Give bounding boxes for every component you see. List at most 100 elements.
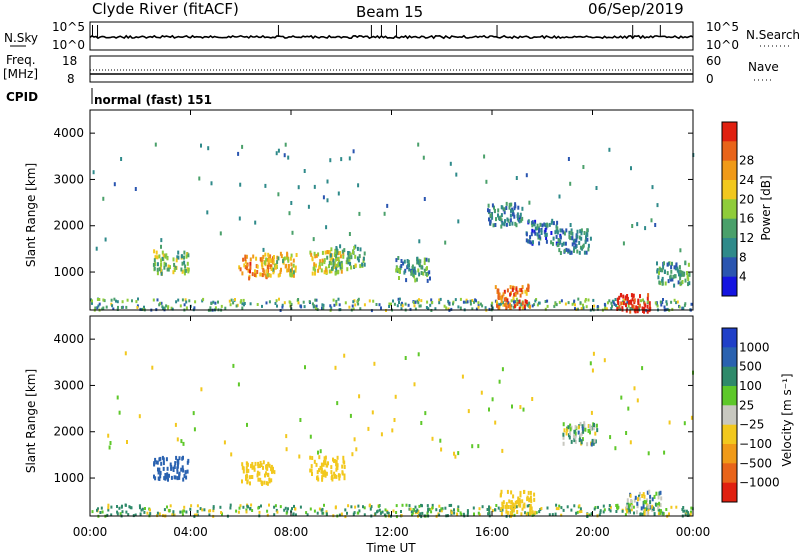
scatter-cell bbox=[684, 278, 687, 283]
scatter-cell bbox=[318, 507, 321, 511]
scatter-cell bbox=[678, 272, 680, 277]
scatter-cell bbox=[505, 302, 508, 307]
scatter-cell bbox=[283, 508, 286, 512]
scatter-cell bbox=[544, 307, 547, 311]
scatter-cell bbox=[681, 280, 684, 284]
scatter-cell bbox=[330, 261, 333, 266]
scatter-cell bbox=[168, 509, 171, 513]
scatter-cell bbox=[143, 305, 145, 309]
scatter-cell bbox=[417, 268, 420, 273]
scatter-cell bbox=[317, 450, 319, 455]
scatter-cell bbox=[585, 232, 588, 237]
scatter-cell bbox=[582, 306, 585, 310]
scatter-cell bbox=[322, 472, 325, 477]
scatter-cell bbox=[531, 228, 534, 233]
scatter-cell bbox=[431, 506, 434, 510]
scatter-cell bbox=[155, 250, 158, 255]
scatter-cell bbox=[687, 262, 690, 267]
scatter-cell bbox=[582, 244, 584, 249]
scatter-cell bbox=[154, 262, 157, 267]
scatter-cell bbox=[120, 157, 123, 161]
scatter-cell bbox=[514, 505, 517, 510]
scatter-cell bbox=[530, 506, 533, 511]
scatter-cell bbox=[576, 234, 579, 239]
scatter-cell bbox=[603, 302, 606, 306]
x-tick-label: 20:00 bbox=[575, 525, 610, 539]
scatter-cell bbox=[562, 241, 565, 246]
scatter-cell bbox=[448, 301, 451, 305]
scatter-cell bbox=[587, 298, 590, 302]
scatter-cell bbox=[669, 274, 672, 279]
scatter-cell bbox=[413, 382, 416, 387]
scatter-cell bbox=[286, 255, 289, 260]
scatter-cell bbox=[284, 142, 287, 147]
cpid-value: normal (fast) 151 bbox=[94, 93, 212, 107]
colorbar-frame bbox=[721, 327, 738, 503]
scatter-cell bbox=[657, 495, 660, 500]
scatter-cell bbox=[431, 436, 434, 441]
scatter-cell bbox=[417, 259, 420, 264]
scatter-cell bbox=[643, 513, 646, 516]
scatter-cell bbox=[408, 507, 411, 511]
scatter-cell bbox=[642, 492, 645, 497]
scatter-cell bbox=[355, 447, 358, 452]
scatter-cell bbox=[548, 513, 551, 517]
scatter-cell bbox=[267, 462, 270, 467]
scatter-cell bbox=[471, 299, 474, 302]
scatter-cell bbox=[280, 254, 283, 259]
scatter-cell bbox=[428, 508, 431, 511]
scatter-cell bbox=[185, 254, 188, 259]
scatter-cell bbox=[440, 509, 443, 513]
scatter-cell bbox=[251, 272, 254, 277]
scatter-cell bbox=[688, 271, 691, 276]
scatter-cell bbox=[505, 304, 508, 309]
scatter-cell bbox=[333, 261, 336, 266]
scatter-cell bbox=[488, 511, 491, 515]
scatter-cell bbox=[321, 261, 324, 266]
scatter-cell bbox=[501, 504, 504, 509]
scatter-cell bbox=[214, 301, 217, 305]
scatter-cell bbox=[630, 508, 633, 512]
scatter-cell bbox=[464, 300, 467, 304]
scatter-cell bbox=[659, 267, 662, 272]
scatter-cell bbox=[511, 287, 514, 292]
scatter-cell bbox=[393, 302, 396, 306]
scatter-cell bbox=[507, 304, 510, 309]
scatter-cell bbox=[591, 368, 594, 373]
scatter-cell bbox=[268, 477, 271, 482]
scatter-cell bbox=[509, 285, 512, 290]
scatter-cell bbox=[190, 504, 193, 508]
scatter-cell bbox=[648, 301, 651, 306]
scatter-cell bbox=[629, 503, 632, 507]
scatter-cell bbox=[507, 505, 510, 509]
scatter-cell bbox=[363, 513, 366, 517]
scatter-cell bbox=[579, 421, 582, 426]
scatter-cell bbox=[627, 508, 629, 512]
scatter-cell bbox=[440, 507, 443, 511]
freq-panel bbox=[89, 55, 694, 83]
scatter-cell bbox=[581, 426, 584, 431]
colorbar-tick-label: 20 bbox=[739, 192, 754, 206]
scatter-cell bbox=[356, 246, 359, 251]
scatter-cell bbox=[159, 265, 162, 270]
scatter-cell bbox=[602, 510, 605, 514]
scatter-cell bbox=[322, 195, 325, 200]
scatter-cell bbox=[412, 273, 415, 278]
scatter-cell bbox=[625, 308, 628, 313]
scatter-cell bbox=[156, 262, 159, 267]
scatter-cell bbox=[313, 459, 316, 464]
scatter-cell bbox=[531, 510, 534, 515]
scatter-cell bbox=[586, 237, 589, 242]
scatter-cell bbox=[671, 261, 673, 266]
scatter-cell bbox=[487, 203, 490, 208]
scatter-cell bbox=[520, 288, 523, 293]
scatter-cell bbox=[656, 304, 659, 308]
velocity-ylabel: Slant Range [km] bbox=[24, 369, 38, 473]
scatter-cell bbox=[454, 298, 457, 302]
scatter-cell bbox=[536, 303, 539, 307]
scatter-cell bbox=[647, 300, 650, 304]
scatter-cell bbox=[591, 440, 594, 445]
scatter-cell bbox=[268, 262, 270, 267]
scatter-cell bbox=[380, 432, 383, 437]
scatter-cell bbox=[342, 455, 345, 460]
